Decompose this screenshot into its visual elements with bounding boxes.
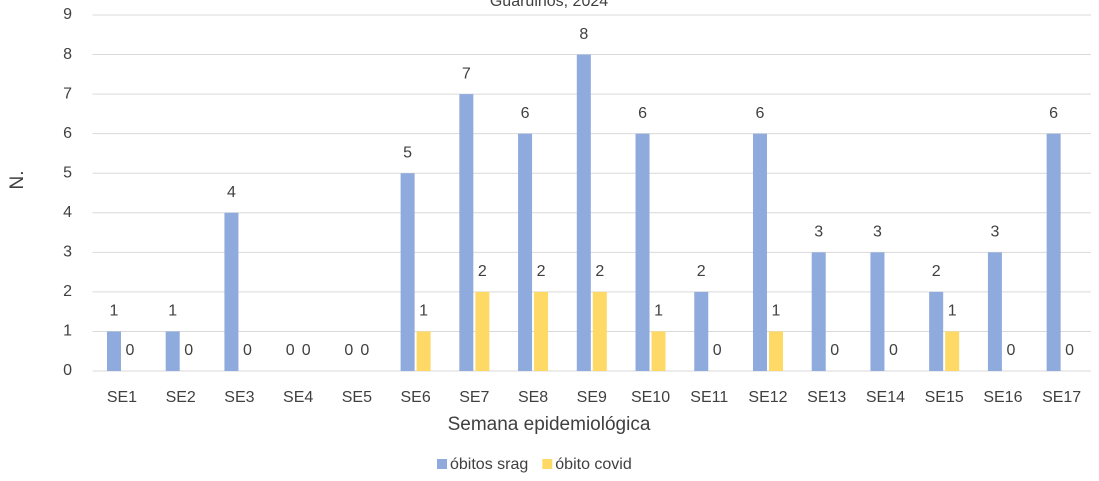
x-tick-label: SE10	[631, 389, 670, 406]
data-label: 1	[948, 303, 957, 320]
data-label: 3	[814, 224, 823, 241]
data-label: 2	[478, 263, 487, 280]
bar	[945, 331, 960, 371]
data-label: 0	[360, 342, 369, 359]
y-tick-label: 7	[63, 85, 72, 102]
x-tick-label: SE6	[400, 389, 430, 406]
bar	[459, 94, 474, 371]
data-label: 2	[537, 263, 546, 280]
data-label: 0	[889, 342, 898, 359]
y-tick-label: 8	[63, 46, 72, 63]
bar	[534, 291, 549, 371]
x-tick-label: SE8	[518, 389, 548, 406]
data-label: 0	[830, 342, 839, 359]
data-label: 5	[403, 144, 412, 161]
data-label: 1	[110, 303, 119, 320]
x-tick-label: SE16	[983, 389, 1022, 406]
bar	[592, 291, 607, 371]
x-tick-label: SE14	[866, 389, 905, 406]
data-label: 8	[579, 26, 588, 43]
bar	[694, 291, 709, 371]
bar	[475, 291, 490, 371]
data-label: 2	[697, 263, 706, 280]
x-tick-label: SE1	[107, 389, 137, 406]
legend-label: óbitos srag	[450, 456, 528, 473]
data-label: 1	[654, 303, 663, 320]
x-tick-label: SE2	[166, 389, 196, 406]
x-tick-label: SE13	[807, 389, 846, 406]
bar	[811, 252, 826, 371]
bar	[416, 331, 431, 371]
data-label: 3	[990, 224, 999, 241]
y-tick-label: 5	[63, 164, 72, 181]
legend-label: óbito covid	[555, 456, 632, 473]
bar	[518, 133, 533, 371]
data-label: 0	[126, 342, 135, 359]
x-tick-label: SE4	[283, 389, 313, 406]
x-tick-label: SE15	[925, 389, 964, 406]
bar	[1046, 133, 1061, 371]
data-label: 0	[302, 342, 311, 359]
data-label: 7	[462, 65, 471, 82]
x-tick-label: SE9	[577, 389, 607, 406]
y-tick-label: 2	[63, 283, 72, 300]
x-tick-label: SE3	[224, 389, 254, 406]
data-label: 6	[1049, 105, 1058, 122]
bar	[929, 291, 944, 371]
bar	[400, 173, 415, 371]
y-tick-label: 4	[63, 204, 72, 221]
x-axis-label: Semana epidemiológica	[448, 414, 651, 435]
y-tick-label: 6	[63, 125, 72, 142]
data-label: 2	[595, 263, 604, 280]
data-label: 1	[772, 303, 781, 320]
data-label: 1	[168, 303, 177, 320]
data-label: 4	[227, 184, 236, 201]
y-axis-label: N.	[7, 171, 28, 190]
data-label: 0	[1065, 342, 1074, 359]
x-tick-label: SE12	[748, 389, 787, 406]
y-tick-label: 0	[63, 362, 72, 379]
bar	[165, 331, 180, 371]
data-label: 1	[419, 303, 428, 320]
x-tick-label: SE11	[690, 389, 728, 406]
bar	[224, 212, 239, 371]
data-label: 0	[184, 342, 193, 359]
data-label: 2	[932, 263, 941, 280]
data-label: 6	[638, 105, 647, 122]
bar	[106, 331, 121, 371]
bar	[870, 252, 885, 371]
data-label: 0	[713, 342, 722, 359]
y-tick-label: 3	[63, 244, 72, 261]
data-label: 6	[756, 105, 765, 122]
y-tick-label: 1	[63, 323, 72, 340]
bar	[987, 252, 1002, 371]
data-label: 0	[286, 342, 295, 359]
bar	[752, 133, 767, 371]
bar	[651, 331, 666, 371]
x-tick-label: SE17	[1042, 389, 1081, 406]
data-label: 0	[243, 342, 252, 359]
data-label: 0	[344, 342, 353, 359]
y-tick-label: 9	[63, 6, 72, 23]
legend-swatch	[542, 459, 553, 469]
data-label: 0	[1006, 342, 1015, 359]
x-tick-label: SE5	[342, 389, 372, 406]
chart-title: Guarulhos, 2024	[490, 0, 608, 10]
bar	[635, 133, 650, 371]
legend-swatch	[437, 459, 447, 469]
x-tick-label: SE7	[459, 389, 489, 406]
bar	[576, 54, 591, 372]
data-label: 6	[521, 105, 530, 122]
data-label: 3	[873, 224, 882, 241]
bar	[768, 331, 783, 371]
